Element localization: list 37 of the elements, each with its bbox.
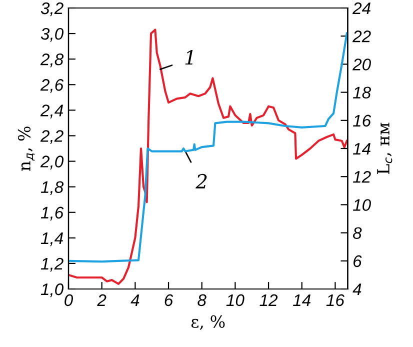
x-tick-label: 2 — [97, 294, 106, 306]
y-tick-label: 2,0 — [40, 156, 64, 170]
y2-tick-label: 4 — [352, 284, 362, 296]
y-tick-label: 1,4 — [40, 232, 64, 246]
annotation: 1 — [185, 50, 193, 64]
y-tick-label: 2,4 — [40, 104, 64, 118]
y-tick-label: 2,6 — [40, 79, 64, 93]
y-axis-title: n$_{д}$, % — [18, 126, 35, 171]
y-tick-label: 2,2 — [40, 130, 64, 144]
y2-tick-label: 10 — [352, 199, 371, 211]
y2-tick-label: 16 — [352, 114, 372, 127]
y2-tick-label: 22 — [352, 30, 371, 42]
y2-tick-label: 8 — [353, 227, 362, 240]
x-tick-label: 8 — [198, 294, 206, 306]
y2-tick-label: 20 — [352, 58, 371, 70]
x-tick-label: 12 — [260, 294, 278, 306]
y-tick-label: 1,8 — [40, 181, 64, 195]
x-tick-label: 14 — [293, 294, 311, 306]
y2-tick-label: 12 — [352, 171, 371, 183]
x-tick-label: 0 — [64, 294, 73, 306]
x-tick-label: 6 — [164, 294, 174, 306]
y2-tick-label: 18 — [352, 86, 371, 99]
y-tick-label: 1,0 — [40, 283, 64, 298]
x-tick-label: 4 — [130, 294, 140, 306]
annotation: 2 — [196, 174, 207, 188]
y2-tick-label: 24 — [352, 2, 370, 14]
x-tick-label: 10 — [226, 294, 244, 306]
y2-tick-label: 6 — [353, 255, 362, 268]
y-tick-label: 1,2 — [40, 258, 64, 272]
x-axis-title: ε, % — [191, 315, 225, 330]
y2-tick-label: 14 — [352, 143, 370, 155]
y-tick-label: 1,6 — [40, 206, 64, 221]
y2-axis-title: L$_{с}$, нм — [377, 122, 392, 174]
y-tick-label: 3,0 — [40, 28, 64, 42]
y-tick-label: 3,2 — [40, 2, 64, 16]
x-tick-label: 16 — [326, 294, 344, 306]
y-tick-label: 2,8 — [40, 53, 64, 68]
